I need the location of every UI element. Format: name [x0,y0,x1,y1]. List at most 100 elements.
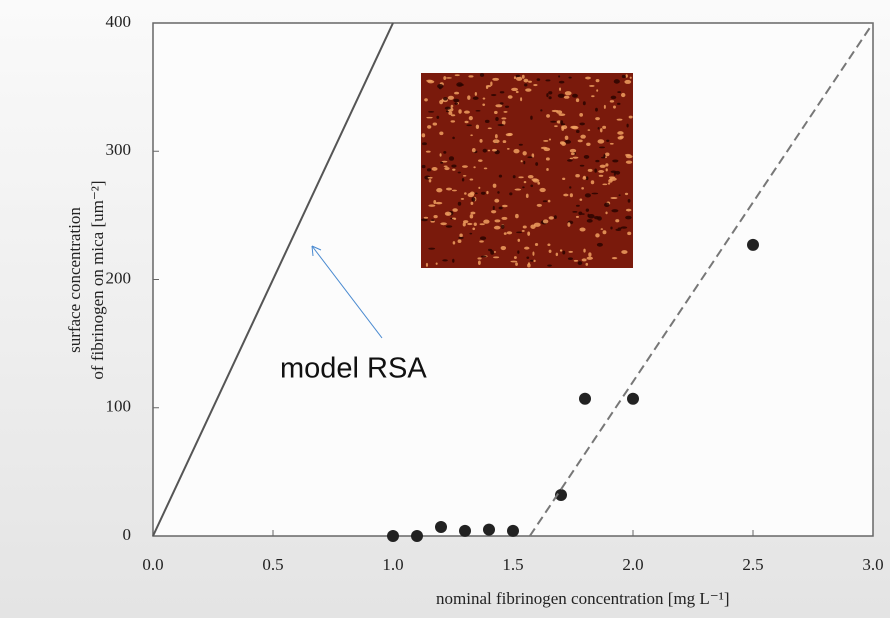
inset-speck [596,242,603,247]
inset-speck [568,250,573,253]
inset-speck [533,84,538,87]
inset-speck [497,191,500,194]
inset-speck [423,216,429,219]
inset-speck [482,97,486,100]
inset-speck [503,111,508,113]
inset-speck [494,198,500,203]
data-point [579,392,591,405]
inset-speck [428,204,436,207]
inset-speck [448,111,453,115]
inset-speck [615,219,620,223]
inset-speck [605,211,608,215]
inset-speck [595,107,598,112]
inset-speck [617,136,624,140]
data-point [747,238,759,251]
inset-speck [575,215,580,218]
inset-speck [500,245,507,251]
inset-speck [492,77,500,81]
annotation: model RSA [280,353,427,385]
inset-speck [579,198,583,201]
inset-speck [425,262,429,267]
inset-speck [492,183,497,188]
inset-speck [559,87,562,91]
inset-speck [546,168,549,171]
inset-speck [478,186,481,190]
inset-speck [572,156,579,159]
inset-speck [575,129,580,134]
inset-speck [444,211,452,216]
inset-speck [595,233,600,238]
inset-speck [583,154,590,159]
inset-speck [528,80,532,83]
inset-speck [542,200,548,203]
data-point [411,530,423,542]
inset-speck [421,133,426,138]
inset-speck [457,201,462,206]
inset-speck [548,249,552,254]
inset-speck [472,96,479,100]
inset-speck [543,139,549,142]
inset-speck [480,255,487,258]
inset-speck [443,150,447,154]
inset-speck [602,125,607,129]
inset-speck [551,109,559,113]
inset-speck [611,257,618,260]
inset-speck [527,263,531,268]
inset-speck [470,211,476,215]
data-point [483,523,495,536]
inset-speck [462,165,468,168]
inset-speck [493,256,500,259]
x-tick-label: 3.0 [862,555,883,574]
inset-speck [527,175,534,179]
x-tick-label: 1.5 [502,555,523,574]
inset-speck [579,227,586,232]
inset-speck [464,120,469,124]
inset-speck [451,164,457,168]
inset-speck [474,91,477,96]
inset-speck [515,76,523,81]
inset-speck [572,210,578,213]
x-axis-label: nominal fibrinogen concentration [mg L⁻¹… [436,589,730,608]
inset-speck [597,127,600,130]
inset-speck [627,231,632,236]
inset-speck [577,139,583,143]
inset-speck [545,79,551,82]
inset-speck [503,232,507,235]
inset-speck [439,131,444,136]
inset-speck [591,192,599,195]
inset-speck [591,95,595,98]
inset-speck [536,78,541,81]
line [528,22,874,537]
inset-speck [624,153,631,157]
inset-speck [601,156,605,159]
inset-speck [581,258,587,262]
inset-speck [586,256,593,260]
inset-speck [477,257,482,260]
inset-speck [568,76,572,79]
inset-speck [610,197,618,200]
inset-speck [613,79,620,84]
inset-speck [570,125,578,129]
inset-speck [577,261,583,266]
inset-speck [464,192,467,195]
x-tick-label: 0.0 [142,555,163,574]
inset-speck [499,102,504,105]
inset-speck [479,73,485,77]
inset-speck [452,208,458,212]
inset-speck [575,173,580,178]
inset-speck [547,243,551,247]
inset-speck [479,223,485,226]
inset-speck [589,84,595,87]
inset-speck [497,123,505,127]
inset-speck [595,159,600,163]
inset-speck [469,178,474,181]
inset-speck [444,106,451,110]
inset-speck [430,219,435,222]
inset-speck [517,238,521,242]
inset-speck [480,191,486,195]
inset-speck [445,187,453,191]
inset-speck [562,177,566,180]
inset-speck [467,222,473,226]
inset-speck [473,166,476,169]
data-point [627,392,639,405]
